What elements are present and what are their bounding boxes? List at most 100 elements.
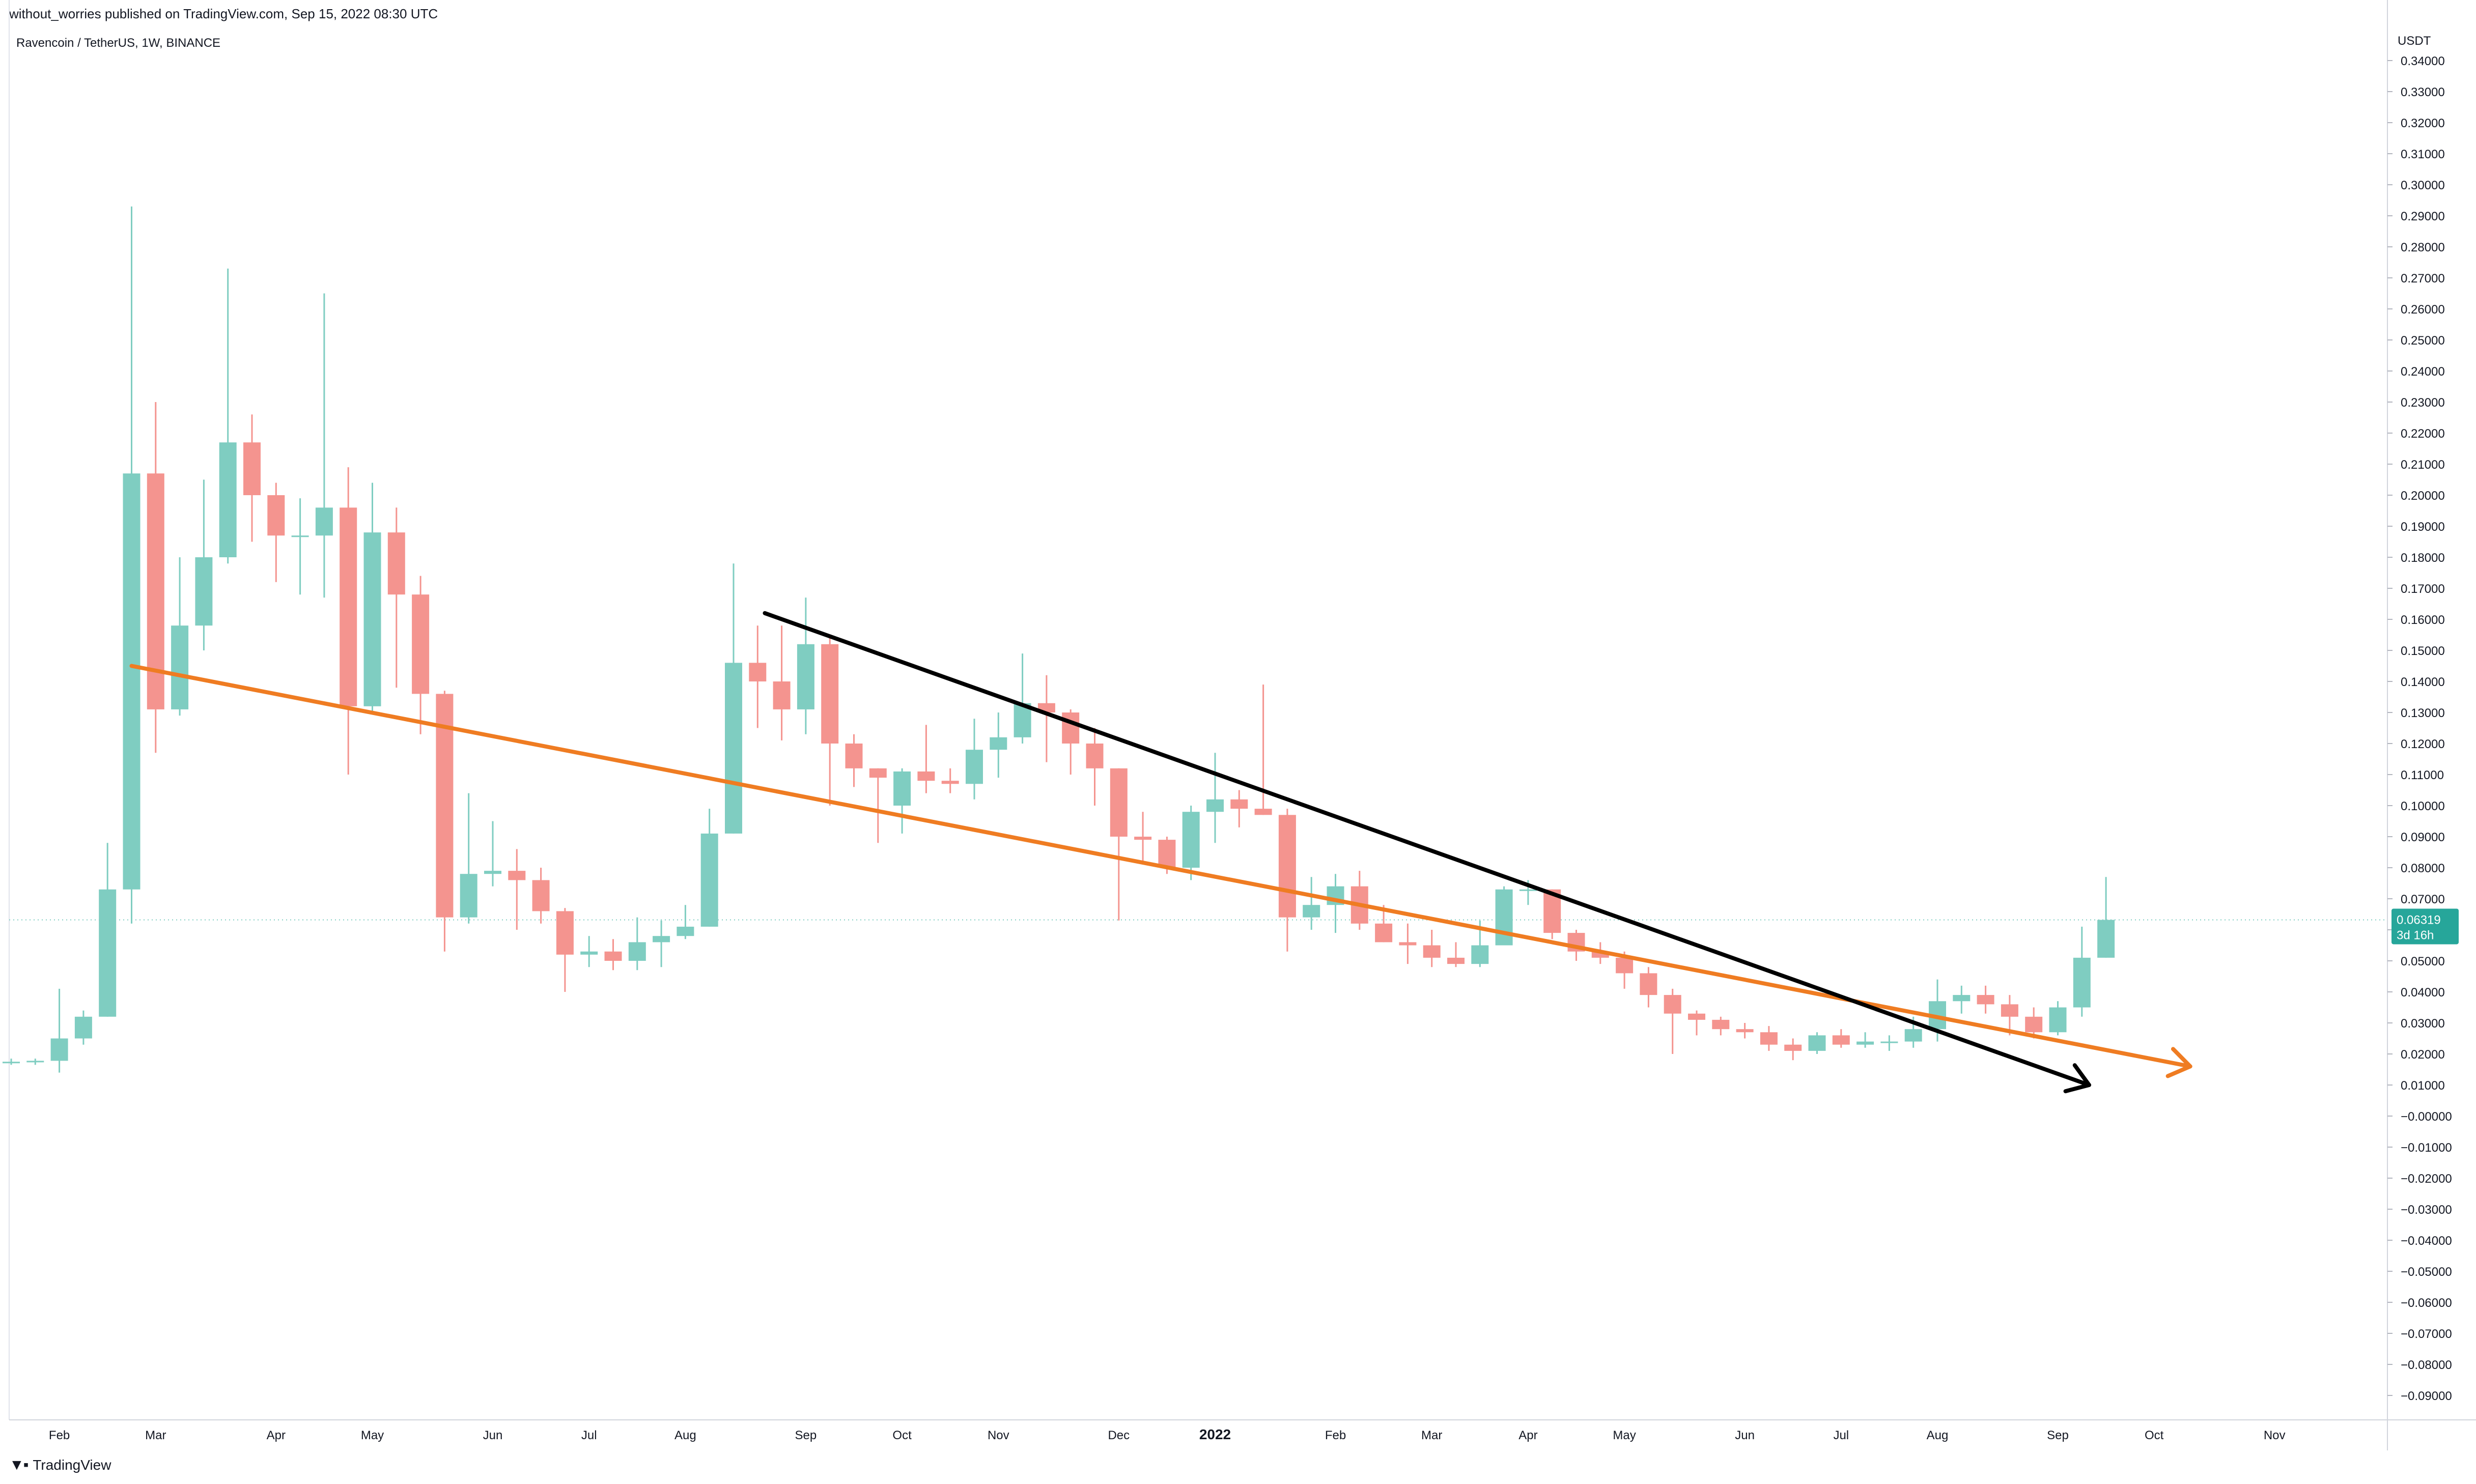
price-tick-label: −0.04000 (2401, 1234, 2452, 1248)
candle-body (556, 911, 574, 955)
price-tick-label: −0.09000 (2401, 1389, 2452, 1403)
candle-body (1254, 809, 1272, 815)
time-tick-label: Feb (1325, 1429, 1346, 1442)
candle (243, 414, 261, 542)
candle-body (1278, 815, 1296, 918)
candle (821, 635, 839, 806)
candle (797, 597, 814, 734)
candle (508, 849, 526, 930)
candle-body (1399, 942, 1417, 946)
trendline-black[interactable] (763, 611, 2091, 1094)
candle-body (508, 871, 526, 880)
candle (1158, 837, 1176, 874)
time-tick-label: Oct (892, 1429, 912, 1442)
price-tick-label: 0.11000 (2401, 768, 2444, 782)
candle (725, 563, 742, 834)
time-axis[interactable]: Feb Mar Apr May Jun Jul Aug Sep Oct Nov Dec 2022 Feb… (49, 1426, 2286, 1442)
candle-body (484, 871, 501, 874)
time-tick-label: Mar (145, 1429, 166, 1442)
time-tick-label: Aug (674, 1429, 696, 1442)
candle (363, 482, 381, 712)
price-axis-unit: USDT (2398, 34, 2431, 48)
candle (2073, 926, 2091, 1017)
candle (1182, 806, 1200, 880)
price-tick-label: 0.34000 (2401, 54, 2445, 68)
candle (532, 868, 550, 924)
candle-body (966, 750, 983, 784)
time-tick-label: Jun (483, 1429, 503, 1442)
candle-body (460, 874, 477, 918)
time-tick-label: Sep (795, 1429, 817, 1442)
price-axis[interactable]: USDT 0.34000 0.33000 0.32000 0.31000 0.30000 0… (2387, 34, 2459, 1403)
candles (3, 206, 2115, 1073)
candle-body (1471, 945, 1489, 964)
price-tick-label: 0.28000 (2401, 241, 2445, 254)
candle (387, 507, 405, 688)
candle (1495, 886, 1513, 946)
bar-countdown: 3d 16h (2397, 928, 2434, 942)
candle (315, 293, 333, 598)
price-tick-label: 0.09000 (2401, 831, 2445, 844)
price-tick-label: −0.07000 (2401, 1327, 2452, 1341)
price-tick-label: −0.02000 (2401, 1172, 2452, 1186)
time-tick-label: Jul (1833, 1429, 1849, 1442)
candle-body (677, 926, 694, 936)
time-tick-label: May (361, 1429, 384, 1442)
candle-body (315, 507, 333, 536)
candle-body (1736, 1029, 1754, 1033)
candle (1134, 812, 1152, 865)
candle-body (580, 951, 598, 955)
candle (3, 1059, 20, 1065)
candle-body (1904, 1029, 1922, 1042)
candle-body (1977, 995, 1994, 1005)
tradingview-logo-icon: ▼▪ (9, 1457, 29, 1473)
candle-body (821, 644, 839, 744)
candle (1230, 790, 1248, 827)
candle-body (1664, 995, 1681, 1014)
candle-body (893, 771, 911, 806)
chart-title: Ravencoin / TetherUS, 1W, BINANCE (16, 36, 220, 50)
candle (267, 482, 285, 582)
candle (1014, 653, 1031, 744)
candle-body (99, 889, 117, 1017)
candle-body (990, 737, 1007, 750)
time-tick-label: Mar (1421, 1429, 1442, 1442)
trendlines[interactable] (129, 611, 2192, 1094)
candle-body (941, 781, 959, 784)
candle (1399, 923, 1417, 964)
time-tick-label: 2022 (1199, 1426, 1231, 1442)
candle (1832, 1029, 1850, 1048)
candle-body (1856, 1041, 1874, 1045)
candle-body (26, 1061, 44, 1063)
price-tick-label: 0.04000 (2401, 986, 2445, 1000)
candle (700, 809, 718, 927)
candle-body (291, 535, 309, 537)
time-tick-label: Oct (2145, 1429, 2164, 1442)
candle-body (725, 663, 742, 834)
candle-body (219, 442, 237, 557)
candle (291, 498, 309, 595)
candle-body (1880, 1041, 1898, 1043)
candle (412, 576, 430, 734)
price-tick-label: 0.24000 (2401, 365, 2445, 379)
candle (1856, 1032, 1874, 1048)
price-tick-label: 0.12000 (2401, 737, 2445, 751)
candle (1206, 753, 1224, 843)
price-tick-label: 0.26000 (2401, 303, 2445, 317)
candle (2049, 1001, 2067, 1036)
candle-body (387, 532, 405, 595)
candle (171, 557, 189, 716)
candle (74, 1010, 92, 1045)
trendline-black-arrowhead (2063, 1063, 2091, 1094)
candle (604, 939, 622, 971)
candle (1688, 1010, 1705, 1036)
candle (1640, 967, 1657, 1008)
candle (1808, 1032, 1826, 1054)
candle-body (1519, 889, 1537, 891)
tradingview-brand-text: TradingView (33, 1457, 111, 1473)
candle (1350, 871, 1368, 930)
candle (1447, 942, 1465, 967)
candle-body (1303, 905, 1320, 918)
last-price-value: 0.06319 (2397, 913, 2441, 927)
